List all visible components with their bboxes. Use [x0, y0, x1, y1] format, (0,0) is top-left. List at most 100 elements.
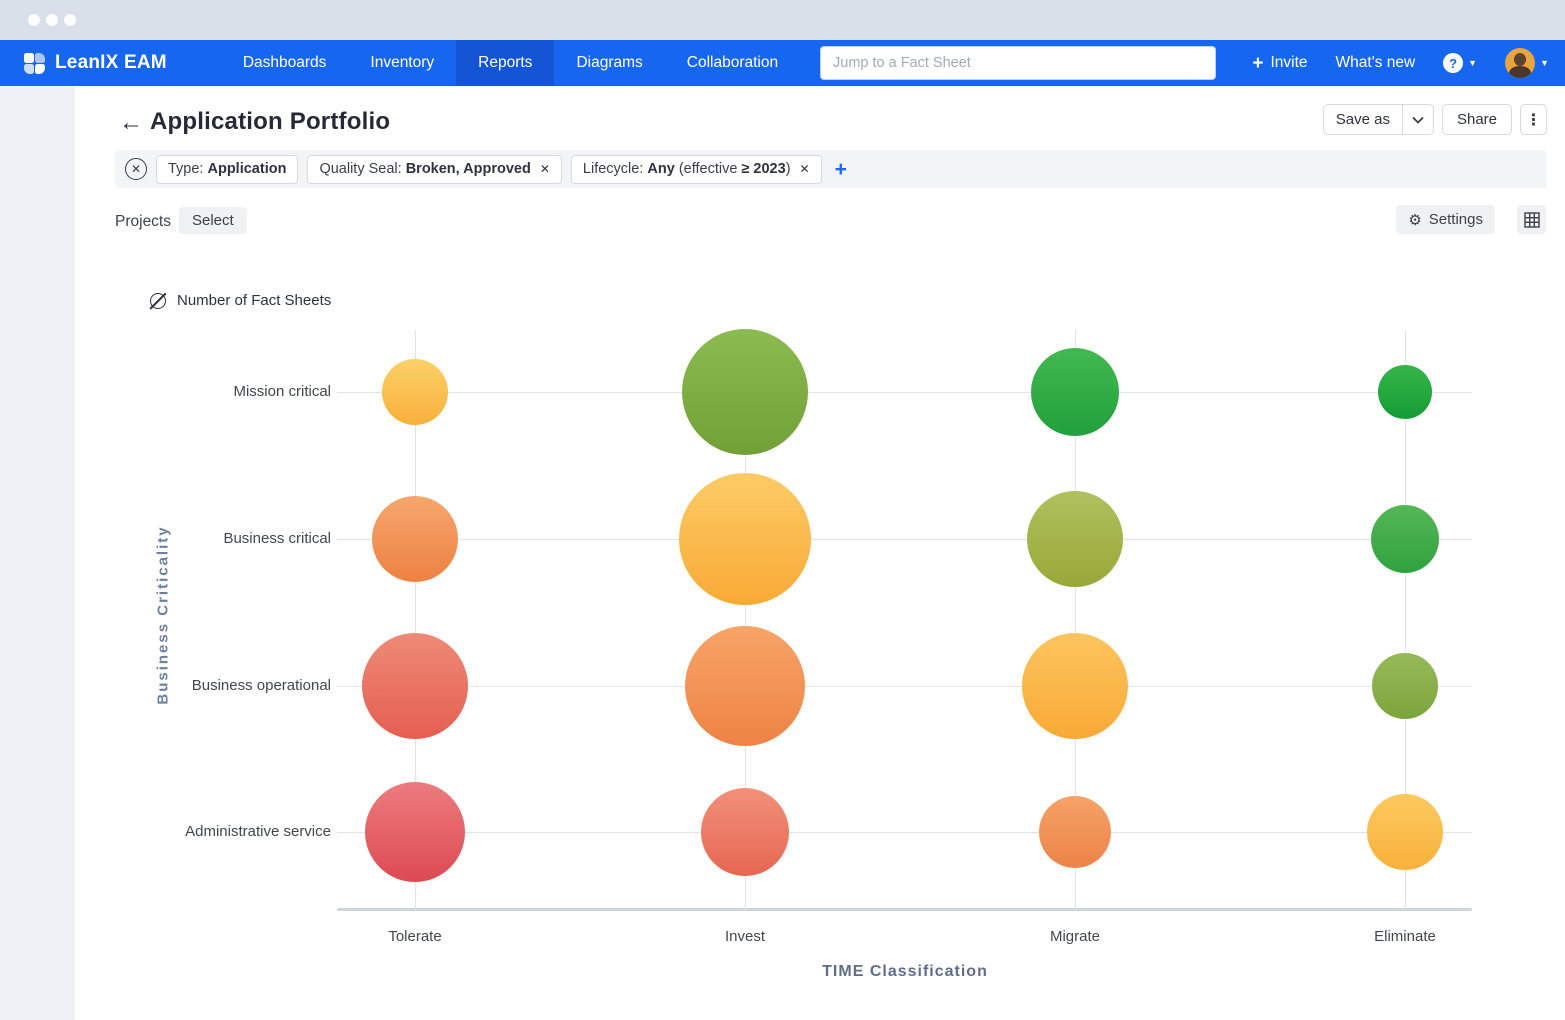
- bubble-migrate-administrative-service[interactable]: [1039, 796, 1111, 868]
- report-page: ← Application Portfolio Save as Share ⋮ …: [75, 86, 1565, 1020]
- table-grid-icon: [1523, 211, 1540, 228]
- settings-label: Settings: [1428, 211, 1483, 228]
- vertical-gridline: [415, 330, 416, 910]
- chevron-down-icon[interactable]: [1403, 116, 1433, 124]
- filter-chip-text: Any: [647, 161, 675, 177]
- remove-filter-icon[interactable]: ✕: [799, 162, 810, 176]
- window-dot-icon[interactable]: [64, 14, 76, 26]
- main-nav: Dashboards Inventory Reports Diagrams Collab…: [221, 40, 800, 86]
- table-view-button[interactable]: [1517, 205, 1546, 234]
- leanix-logo-icon: [24, 52, 45, 74]
- page-title: Application Portfolio: [150, 108, 391, 135]
- x-axis-tick-label: Tolerate: [388, 928, 442, 945]
- nav-item-reports[interactable]: Reports: [456, 40, 555, 86]
- bubble-tolerate-business-operational[interactable]: [362, 633, 468, 739]
- avatar: [1505, 48, 1536, 78]
- filter-chip-text: Application: [207, 161, 287, 177]
- settings-button[interactable]: ⚙ Settings: [1396, 205, 1495, 234]
- chevron-down-icon: ▼: [1468, 58, 1478, 68]
- whats-new-button[interactable]: What's new: [1335, 54, 1416, 71]
- brand-logo[interactable]: LeanIX EAM: [0, 52, 193, 74]
- filter-chip[interactable]: Lifecycle: Any (effective ≥ 2023) ✕: [570, 154, 822, 184]
- browser-titlebar: [0, 0, 1565, 40]
- horizontal-gridline: [337, 686, 1472, 687]
- x-axis-title: TIME Classification: [822, 963, 988, 980]
- left-rail: [0, 86, 75, 1020]
- y-axis-tick-label: Business operational: [191, 677, 331, 694]
- horizontal-gridline: [337, 539, 1472, 540]
- bubble-eliminate-business-operational[interactable]: [1372, 653, 1438, 719]
- header-actions: Save as Share ⋮: [1322, 104, 1547, 135]
- bubble-migrate-business-critical[interactable]: [1027, 491, 1123, 587]
- bubble-migrate-mission-critical[interactable]: [1031, 348, 1119, 436]
- help-icon: ?: [1443, 53, 1464, 73]
- bubble-invest-business-critical[interactable]: [679, 473, 811, 605]
- window-dot-icon[interactable]: [46, 14, 58, 26]
- size-legend-label: Number of Fact Sheets: [177, 292, 332, 309]
- filter-chip-text: (effective: [674, 161, 742, 177]
- plus-icon: +: [1252, 52, 1264, 74]
- bubble-tolerate-mission-critical[interactable]: [382, 359, 448, 425]
- invite-label: Invite: [1270, 54, 1308, 71]
- help-menu-button[interactable]: ? ▼: [1443, 53, 1477, 73]
- filter-chip-text: ≥ 2023: [741, 161, 786, 177]
- horizontal-gridline: [337, 832, 1472, 833]
- nav-item-inventory[interactable]: Inventory: [370, 54, 435, 71]
- add-filter-button[interactable]: +: [834, 157, 847, 181]
- bubble-tolerate-business-critical[interactable]: [372, 496, 458, 582]
- filter-bar: ✕ Type: Application Quality Seal: Broken,…: [115, 150, 1547, 188]
- search-input[interactable]: [820, 46, 1216, 80]
- bubble-chart: Number of Fact Sheets Business Criticali…: [75, 270, 1565, 1020]
- x-axis-tick-label: Invest: [724, 928, 766, 945]
- button-divider: [1401, 104, 1403, 135]
- chevron-down-icon: ▼: [1540, 58, 1549, 68]
- navbar-right: + Invite What's new ? ▼ ▼: [1252, 40, 1549, 86]
- vertical-gridline: [745, 330, 746, 910]
- bubble-eliminate-mission-critical[interactable]: [1378, 365, 1432, 419]
- top-navbar: LeanIX EAM Dashboards Inventory Reports Dia…: [0, 40, 1565, 86]
- y-axis-tick-label: Mission critical: [233, 383, 331, 400]
- gear-icon: ⚙: [1408, 211, 1422, 229]
- bubble-tolerate-administrative-service[interactable]: [365, 782, 465, 882]
- window-dot-icon[interactable]: [28, 14, 40, 26]
- x-axis-tick-label: Migrate: [1049, 928, 1101, 945]
- y-axis-title: Business Criticality: [154, 525, 172, 705]
- save-as-label: Save as: [1335, 111, 1390, 128]
- invite-button[interactable]: + Invite: [1252, 54, 1307, 73]
- filter-chip-text: Quality Seal:: [319, 161, 406, 177]
- projects-label: Projects: [115, 213, 171, 230]
- x-axis-tick-label: Eliminate: [1374, 928, 1436, 945]
- brand-name: LeanIX EAM: [55, 52, 167, 73]
- nav-item-collaboration[interactable]: Collaboration: [686, 54, 779, 71]
- projects-select-button[interactable]: Select: [179, 207, 247, 234]
- filter-chip-text: ): [785, 161, 791, 177]
- x-axis-line: [337, 908, 1472, 911]
- vertical-gridline: [1405, 330, 1406, 910]
- bubble-invest-mission-critical[interactable]: [682, 329, 808, 455]
- filter-chip[interactable]: Quality Seal: Broken, Approved ✕: [307, 154, 562, 184]
- vertical-gridline: [1075, 330, 1076, 910]
- toolbar-right: ⚙ Settings: [1396, 205, 1546, 234]
- user-menu-button[interactable]: ▼: [1505, 48, 1549, 78]
- bubble-invest-administrative-service[interactable]: [701, 788, 789, 876]
- more-options-button[interactable]: ⋮: [1520, 104, 1547, 135]
- back-button[interactable]: ←: [119, 109, 143, 136]
- share-button[interactable]: Share: [1441, 104, 1512, 135]
- filter-chip-text: Broken, Approved: [405, 161, 531, 177]
- diameter-icon: [150, 292, 166, 309]
- filter-chip-text: Type:: [168, 161, 208, 177]
- bubble-eliminate-administrative-service[interactable]: [1367, 794, 1443, 870]
- bubble-eliminate-business-critical[interactable]: [1371, 505, 1439, 573]
- nav-item-diagrams[interactable]: Diagrams: [576, 54, 643, 71]
- bubble-invest-business-operational[interactable]: [685, 626, 805, 746]
- remove-filter-icon[interactable]: ✕: [539, 162, 550, 176]
- bubble-migrate-business-operational[interactable]: [1022, 633, 1128, 739]
- clear-filters-button[interactable]: ✕: [125, 158, 147, 180]
- y-axis-tick-label: Business critical: [223, 530, 331, 547]
- close-icon: ✕: [130, 162, 142, 176]
- filter-chip-text: Lifecycle:: [582, 161, 648, 177]
- save-as-button[interactable]: Save as: [1322, 104, 1434, 135]
- size-legend: Number of Fact Sheets: [150, 292, 331, 309]
- nav-item-dashboards[interactable]: Dashboards: [242, 54, 327, 71]
- filter-chip[interactable]: Type: Application: [156, 154, 299, 184]
